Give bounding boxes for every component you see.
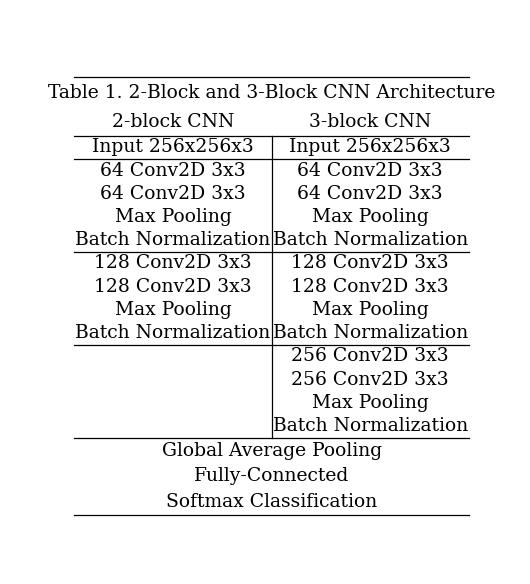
Text: Table 1. 2-Block and 3-Block CNN Architecture: Table 1. 2-Block and 3-Block CNN Archite… bbox=[48, 84, 496, 102]
Text: Max Pooling: Max Pooling bbox=[114, 301, 232, 319]
Text: Input 256x256x3: Input 256x256x3 bbox=[92, 138, 254, 157]
Text: 128 Conv2D 3x3: 128 Conv2D 3x3 bbox=[94, 255, 252, 273]
Text: Softmax Classification: Softmax Classification bbox=[166, 493, 377, 512]
Text: Max Pooling: Max Pooling bbox=[312, 301, 429, 319]
Text: 3-block CNN: 3-block CNN bbox=[309, 113, 431, 131]
Text: Batch Normalization: Batch Normalization bbox=[272, 324, 468, 342]
Text: Fully-Connected: Fully-Connected bbox=[194, 467, 349, 485]
Text: Max Pooling: Max Pooling bbox=[312, 208, 429, 226]
Text: 64 Conv2D 3x3: 64 Conv2D 3x3 bbox=[100, 162, 246, 180]
Text: 128 Conv2D 3x3: 128 Conv2D 3x3 bbox=[292, 277, 449, 296]
Text: 128 Conv2D 3x3: 128 Conv2D 3x3 bbox=[292, 255, 449, 273]
Text: Batch Normalization: Batch Normalization bbox=[272, 417, 468, 435]
Text: Max Pooling: Max Pooling bbox=[312, 394, 429, 412]
Text: Batch Normalization: Batch Normalization bbox=[272, 231, 468, 249]
Text: 256 Conv2D 3x3: 256 Conv2D 3x3 bbox=[292, 370, 449, 388]
Text: 64 Conv2D 3x3: 64 Conv2D 3x3 bbox=[297, 185, 443, 203]
Text: Max Pooling: Max Pooling bbox=[114, 208, 232, 226]
Text: 64 Conv2D 3x3: 64 Conv2D 3x3 bbox=[100, 185, 246, 203]
Text: 256 Conv2D 3x3: 256 Conv2D 3x3 bbox=[292, 347, 449, 366]
Text: Batch Normalization: Batch Normalization bbox=[75, 324, 271, 342]
Text: Global Average Pooling: Global Average Pooling bbox=[162, 442, 382, 460]
Text: 128 Conv2D 3x3: 128 Conv2D 3x3 bbox=[94, 277, 252, 296]
Text: 64 Conv2D 3x3: 64 Conv2D 3x3 bbox=[297, 162, 443, 180]
Text: 2-block CNN: 2-block CNN bbox=[112, 113, 234, 131]
Text: Batch Normalization: Batch Normalization bbox=[75, 231, 271, 249]
Text: Input 256x256x3: Input 256x256x3 bbox=[289, 138, 451, 157]
